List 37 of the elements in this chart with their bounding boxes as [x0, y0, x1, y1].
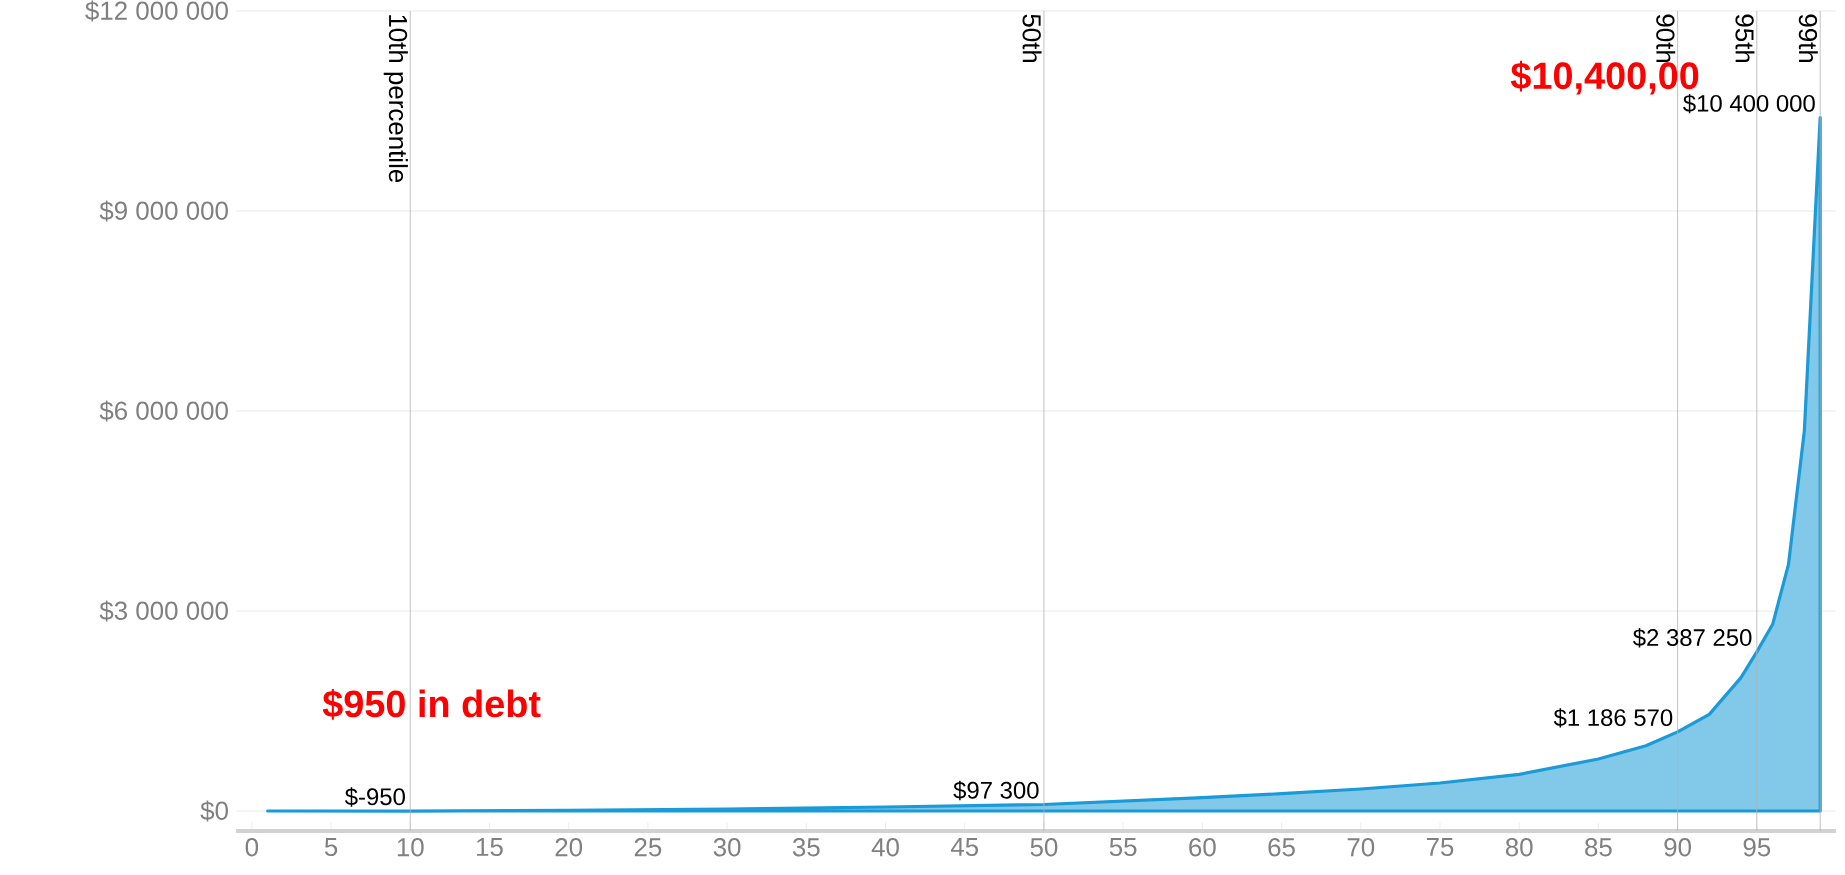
data-label: $-950 — [344, 787, 405, 807]
data-label: $10 400 000 — [1683, 93, 1815, 114]
x-tick-label: 15 — [477, 838, 503, 857]
x-tick-label: 50 — [1030, 838, 1058, 857]
data-label: $97 300 — [953, 780, 1039, 801]
x-tick-label: 60 — [1189, 838, 1216, 857]
annotation: $950 in debt — [322, 688, 541, 720]
x-tick-label: 30 — [713, 838, 741, 857]
x-tick-label: 55 — [1109, 838, 1137, 857]
x-tick-label: 65 — [1268, 838, 1295, 857]
x-tick-label: 75 — [1426, 838, 1454, 857]
x-tick-label: 85 — [1585, 838, 1612, 857]
y-tick-label: $9 000 000 — [99, 200, 228, 222]
x-tick-label: 20 — [555, 838, 583, 857]
y-tick-label: $0 — [200, 800, 228, 822]
x-tick-label: 0 — [245, 838, 259, 857]
ref-line-label: 95th — [1735, 14, 1755, 63]
x-tick-label: 70 — [1347, 838, 1375, 857]
x-tick-label: 10 — [397, 838, 424, 857]
ref-line-label: 50th — [1022, 14, 1042, 63]
x-tick-label: 80 — [1505, 838, 1533, 857]
data-label: $2 387 250 — [1633, 628, 1752, 648]
annotation: $10,400,00 — [1510, 60, 1699, 95]
x-tick-label: 95 — [1743, 838, 1771, 857]
x-tick-label: 5 — [324, 838, 338, 857]
ref-line-label: 10th percentile — [383, 15, 408, 183]
y-tick-label: $12 000 000 — [85, 0, 228, 22]
ref-line-label: 90th — [1656, 14, 1676, 63]
x-tick-label: 25 — [634, 838, 662, 857]
x-tick-label: 90 — [1664, 838, 1691, 857]
x-tick-label: 35 — [792, 838, 820, 857]
y-tick-label: $3 000 000 — [99, 600, 228, 622]
x-tick-label: 45 — [950, 838, 979, 857]
y-tick-label: $6 000 000 — [99, 400, 228, 422]
ref-line-label: 99th — [1798, 14, 1818, 63]
x-tick-label: 40 — [871, 838, 899, 857]
data-label: $1 186 570 — [1553, 708, 1673, 728]
